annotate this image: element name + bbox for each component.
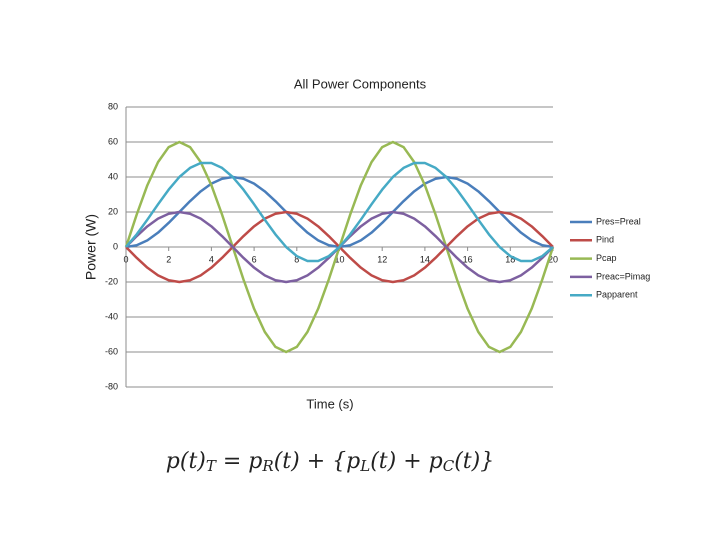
x-tick-label: 12: [377, 254, 387, 264]
legend-label: Pind: [596, 235, 614, 245]
formula: p(t)T = pR(t) + {pL(t) + pC(t)}: [166, 449, 494, 475]
y-tick-label: 60: [108, 136, 118, 146]
x-tick-label: 6: [252, 254, 257, 264]
y-tick-label: 80: [108, 101, 118, 111]
legend-label: Papparent: [596, 290, 638, 300]
formula-part: = p: [216, 449, 263, 474]
x-tick-label: 16: [463, 254, 473, 264]
series-line: [125, 161, 554, 263]
x-tick-label: 14: [420, 254, 430, 264]
x-axis-label: Time (s): [306, 396, 353, 411]
formula-part: p(t): [166, 449, 206, 474]
formula-subscript: R: [261, 457, 273, 475]
y-tick-label: -60: [105, 346, 118, 356]
x-tick-label: 10: [334, 254, 344, 264]
legend-label: Pres=Preal: [596, 216, 641, 226]
legend-label: Pcap: [596, 253, 617, 263]
y-tick-label: -80: [105, 381, 118, 391]
formula-part: (t) + p: [370, 449, 443, 474]
y-tick-label: 20: [108, 206, 118, 216]
formula-subscript: T: [206, 457, 217, 475]
y-tick-label: 40: [108, 171, 118, 181]
formula-subscript: L: [359, 457, 370, 475]
chart-title: All Power Components: [294, 76, 427, 91]
x-tick-label: 18: [505, 254, 515, 264]
x-tick-label: 8: [294, 254, 299, 264]
formula-part: (t) + {p: [274, 449, 361, 474]
x-tick-label: 4: [209, 254, 214, 264]
x-tick-label: 2: [166, 254, 171, 264]
formula-part: (t)}: [454, 449, 494, 474]
legend-label: Preac=Pimag: [596, 271, 650, 281]
y-tick-label: -20: [105, 276, 118, 286]
y-tick-label: -40: [105, 311, 118, 321]
x-tick-label: 20: [548, 254, 558, 264]
formula-subscript: C: [443, 457, 455, 475]
x-tick-label: 0: [123, 254, 128, 264]
y-tick-label: 0: [113, 241, 118, 251]
y-axis-label: Power (W): [83, 214, 99, 280]
